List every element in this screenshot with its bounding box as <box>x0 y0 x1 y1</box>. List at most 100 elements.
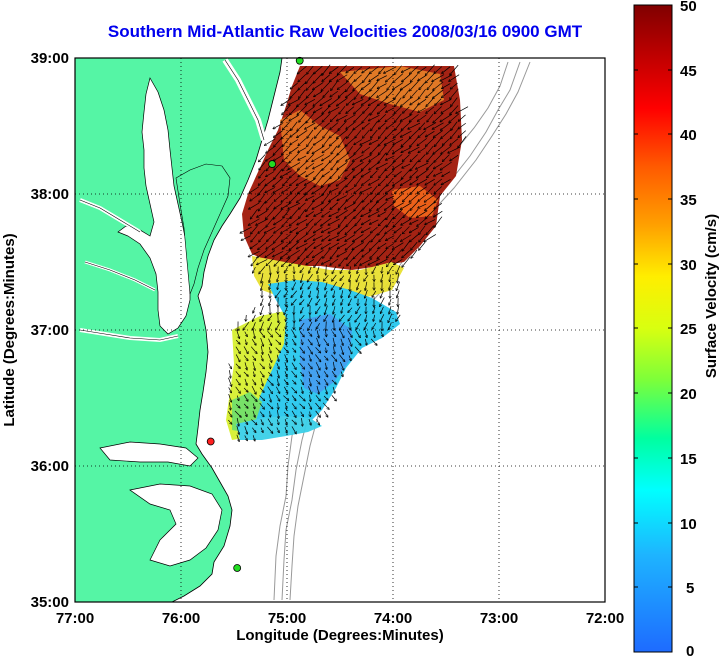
velocity-vector <box>305 178 316 185</box>
velocity-vector <box>378 243 387 248</box>
velocity-vector <box>425 209 436 218</box>
velocity-vector <box>328 218 340 225</box>
velocity-vector <box>333 298 336 305</box>
velocity-vector <box>362 250 371 257</box>
velocity-vector <box>426 97 435 107</box>
velocity-vector <box>378 98 387 105</box>
velocity-vector <box>314 122 322 129</box>
velocity-vector <box>410 161 419 170</box>
velocity-vector <box>243 321 250 330</box>
velocity-vector <box>402 163 411 168</box>
velocity-vector <box>250 346 257 354</box>
velocity-vector <box>283 122 290 129</box>
velocity-vector <box>369 211 380 216</box>
velocity-vector <box>338 82 347 90</box>
velocity-vector <box>353 249 363 258</box>
velocity-vector <box>299 362 305 369</box>
velocity-vector <box>348 355 351 360</box>
velocity-vector <box>267 234 274 242</box>
velocity-vector <box>377 201 388 210</box>
velocity-vector <box>281 98 291 106</box>
velocity-vector <box>369 88 380 99</box>
velocity-vector <box>424 234 437 241</box>
velocity-vector <box>274 194 282 202</box>
velocity-vector <box>355 218 362 225</box>
velocity-vector <box>365 338 366 345</box>
velocity-vector <box>288 162 301 170</box>
velocity-vector <box>380 290 384 297</box>
velocity-vector <box>410 98 419 105</box>
colorbar-tick-label: 10 <box>680 516 697 533</box>
velocity-vector <box>284 371 287 377</box>
velocity-vector <box>314 65 323 74</box>
velocity-vector <box>425 201 436 211</box>
velocity-vector <box>265 187 276 192</box>
velocity-vector <box>301 282 304 289</box>
velocity-vector <box>259 193 266 202</box>
velocity-vector <box>322 113 330 122</box>
velocity-vector <box>393 242 404 250</box>
velocity-vector <box>337 144 348 155</box>
velocity-vector <box>353 234 364 241</box>
velocity-vector <box>298 138 307 145</box>
velocity-vector <box>440 161 452 170</box>
velocity-vector <box>386 243 394 248</box>
velocity-vector <box>395 233 402 242</box>
velocity-vector <box>316 418 320 425</box>
velocity-vector <box>440 74 453 81</box>
velocity-vector <box>284 331 287 337</box>
velocity-vector <box>336 209 348 217</box>
velocity-vector <box>337 114 348 121</box>
velocity-vector <box>289 192 300 203</box>
velocity-vector <box>419 233 426 242</box>
velocity-vector <box>369 66 379 73</box>
velocity-vector <box>363 129 370 138</box>
velocity-vector <box>440 114 452 121</box>
velocity-vector <box>337 65 347 74</box>
colorbar-tick-label: 0 <box>686 643 694 659</box>
velocity-vector <box>299 346 305 353</box>
velocity-vector <box>396 265 401 274</box>
velocity-vector <box>281 113 292 122</box>
velocity-vector <box>434 153 443 162</box>
velocity-vector <box>329 106 340 113</box>
velocity-vector <box>300 386 303 393</box>
velocity-vector <box>300 314 305 321</box>
velocity-vector <box>403 106 410 113</box>
velocity-vector <box>268 394 271 402</box>
velocity-vector <box>410 178 419 184</box>
velocity-vector <box>267 386 273 394</box>
y-axis-label: Latitude (Degrees:Minutes) <box>1 233 18 426</box>
velocity-vector <box>347 146 353 153</box>
velocity-vector <box>362 178 371 185</box>
velocity-vector <box>329 153 339 163</box>
velocity-vector <box>317 282 320 290</box>
velocity-vector <box>394 248 403 259</box>
velocity-vector <box>315 410 321 417</box>
velocity-vector <box>386 122 395 129</box>
velocity-vector <box>326 321 327 330</box>
velocity-vector <box>370 241 379 250</box>
velocity-vector <box>291 403 296 408</box>
velocity-vector <box>378 218 386 225</box>
velocity-vector <box>355 313 362 322</box>
velocity-vector <box>330 122 339 130</box>
pamlico-sound <box>129 483 223 567</box>
velocity-vector <box>261 273 264 283</box>
velocity-vector <box>332 274 337 281</box>
velocity-vector <box>289 114 299 121</box>
velocity-vector <box>418 203 427 208</box>
velocity-vector <box>410 154 418 161</box>
velocity-vector <box>306 112 315 123</box>
velocity-vector <box>274 137 283 146</box>
velocity-vector <box>259 154 266 161</box>
velocity-vector <box>364 330 367 338</box>
velocity-vector <box>362 161 371 171</box>
map-plot-area <box>74 56 606 603</box>
velocity-vector <box>323 355 327 360</box>
velocity-vector <box>432 122 444 129</box>
velocity-vector <box>291 330 296 338</box>
velocity-vector <box>315 402 320 409</box>
velocity-vector <box>270 411 271 417</box>
velocity-vector <box>261 345 262 354</box>
